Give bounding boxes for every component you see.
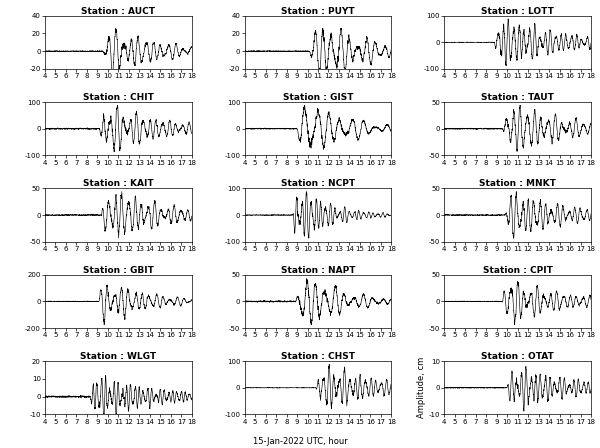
Title: Station : MNKT: Station : MNKT <box>479 179 556 188</box>
Title: Station : WLGT: Station : WLGT <box>80 352 157 361</box>
Title: Station : PUYT: Station : PUYT <box>281 7 355 16</box>
Title: Station : NAPT: Station : NAPT <box>281 266 355 275</box>
Title: Station : NCPT: Station : NCPT <box>281 179 355 188</box>
Title: Station : GIST: Station : GIST <box>283 93 353 102</box>
Title: Station : CHIT: Station : CHIT <box>83 93 154 102</box>
Title: Station : CPIT: Station : CPIT <box>482 266 553 275</box>
Title: Station : AUCT: Station : AUCT <box>82 7 155 16</box>
Title: Station : GBIT: Station : GBIT <box>83 266 154 275</box>
Title: Station : CHST: Station : CHST <box>281 352 355 361</box>
Title: Station : OTAT: Station : OTAT <box>481 352 554 361</box>
Text: 15-Jan-2022 UTC, hour: 15-Jan-2022 UTC, hour <box>253 437 347 446</box>
Title: Station : LOTT: Station : LOTT <box>481 7 554 16</box>
Y-axis label: Amplitude, cm: Amplitude, cm <box>417 357 426 418</box>
Title: Station : TAUT: Station : TAUT <box>481 93 554 102</box>
Title: Station : KAIT: Station : KAIT <box>83 179 154 188</box>
